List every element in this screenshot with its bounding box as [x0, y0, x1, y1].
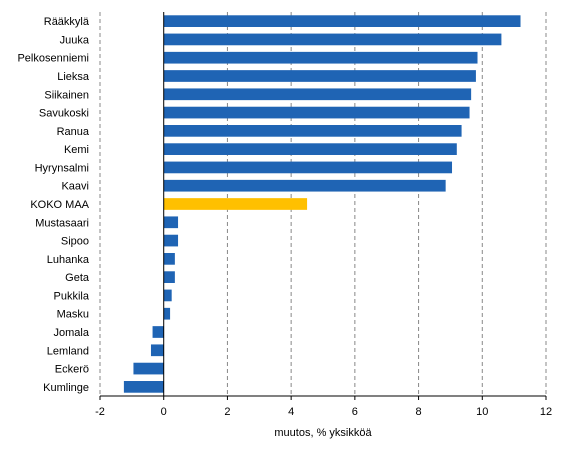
bar [163, 179, 446, 192]
bar [163, 15, 521, 27]
category-label: Eckerö [55, 364, 89, 376]
bar [163, 106, 470, 119]
category-label: Jomala [54, 327, 90, 339]
x-tick-label: 4 [288, 406, 294, 418]
x-tick-label: 10 [476, 406, 488, 418]
category-label: Juuka [60, 34, 90, 46]
bar [163, 125, 462, 137]
category-label: Geta [65, 272, 90, 284]
category-label: Masku [57, 309, 89, 321]
x-tick-label: 6 [352, 406, 358, 418]
category-label: Hyrynsalmi [35, 162, 89, 174]
bar [163, 289, 172, 302]
bar [163, 33, 502, 46]
x-tick-label: 0 [161, 406, 167, 418]
x-tick-label: 8 [416, 406, 422, 418]
bar [163, 198, 308, 210]
bar [163, 51, 478, 64]
bar [152, 326, 164, 338]
category-label: Luhanka [47, 254, 90, 266]
bar [163, 70, 476, 82]
category-label: KOKO MAA [30, 199, 89, 211]
axes [100, 12, 546, 397]
x-tick-label: 12 [540, 406, 552, 418]
category-label: Kemi [64, 144, 89, 156]
category-label: Lieksa [57, 71, 90, 83]
category-labels: Rääkkylä Juuka Pelkosenniemi Lieksa Siikaine… [17, 16, 89, 394]
bar [123, 381, 164, 393]
bar [163, 271, 175, 283]
category-label: Pukkila [54, 290, 90, 302]
bar [133, 362, 164, 375]
bars [123, 15, 521, 393]
bar [163, 216, 179, 229]
bar [163, 253, 175, 265]
bar [163, 161, 453, 174]
category-label: Kumlinge [43, 382, 89, 394]
category-label: Sipoo [61, 236, 89, 248]
bar [150, 344, 164, 357]
category-label: Mustasaari [35, 217, 89, 229]
category-label: Savukoski [39, 108, 89, 120]
bar [163, 234, 179, 247]
bar [163, 88, 472, 101]
bar [163, 307, 171, 320]
category-label: Lemland [47, 345, 89, 357]
x-tick-label: 2 [224, 406, 230, 418]
category-label: Siikainen [44, 89, 89, 101]
category-label: Rääkkylä [44, 16, 90, 28]
x-tick-label: -2 [95, 406, 105, 418]
category-label: Ranua [57, 126, 90, 138]
category-label: Pelkosenniemi [17, 53, 89, 65]
x-axis-title: muutos, % yksikköä [274, 427, 372, 439]
category-label: Kaavi [61, 181, 89, 193]
bar [163, 143, 457, 155]
x-tick-labels: -2 0 2 4 6 8 10 12 [95, 396, 552, 418]
